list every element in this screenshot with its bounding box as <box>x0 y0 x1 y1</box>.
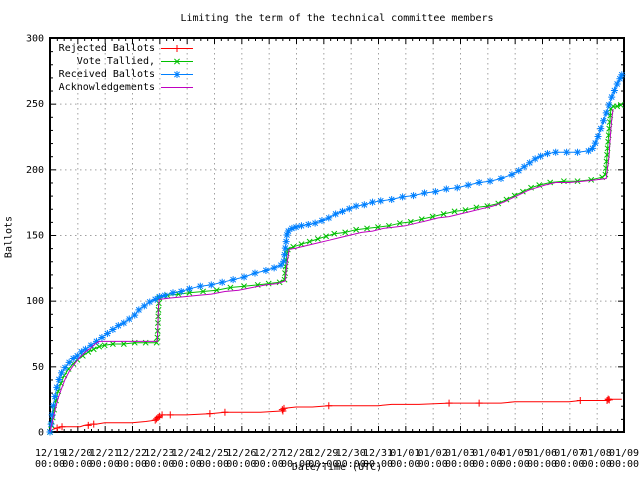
x-tick-date-label: 12/26 <box>226 448 256 459</box>
x-tick-date-label: 12/23 <box>144 448 174 459</box>
legend-item-received-ballots: Received Ballots <box>52 68 194 81</box>
series-markers-vote-tallied <box>47 102 624 435</box>
series-markers-received-ballots <box>46 71 626 436</box>
x-tick-date-label: 01/07 <box>554 448 584 459</box>
x-tick-time-label: 00:00 <box>281 459 311 470</box>
y-tick-label: 50 <box>32 362 44 373</box>
x-tick-time-label: 00:00 <box>308 459 338 470</box>
x-tick-time-label: 00:00 <box>62 459 92 470</box>
legend-item-vote-tallied: Vote Tallied, <box>52 55 194 68</box>
legend-star-marker-icon <box>161 71 193 78</box>
series-line-acknowledgements <box>49 108 614 433</box>
x-tick-date-label: 01/01 <box>390 448 420 459</box>
legend-label: Vote Tallied, <box>76 56 155 67</box>
x-tick-time-label: 00:00 <box>144 459 174 470</box>
x-axis-label: Date/Time (UTC) <box>291 462 383 473</box>
y-tick-label: 250 <box>26 99 44 110</box>
x-tick-time-label: 00:00 <box>500 459 530 470</box>
legend: Rejected Ballots Vote Tallied, Received Ba… <box>52 42 194 94</box>
y-tick-label: 150 <box>26 231 44 242</box>
legend-label: Acknowledgements <box>58 82 155 93</box>
x-tick-date-label: 12/28 <box>281 448 311 459</box>
x-tick-time-label: 00:00 <box>199 459 229 470</box>
x-tick-date-label: 12/24 <box>172 448 202 459</box>
x-tick-time-label: 00:00 <box>363 459 393 470</box>
x-tick-date-label: 12/21 <box>90 448 120 459</box>
x-tick-date-label: 12/20 <box>62 448 92 459</box>
x-tick-date-label: 12/29 <box>308 448 338 459</box>
series-line-received-ballots <box>49 74 623 433</box>
y-axis-label: Ballots <box>3 215 15 259</box>
x-tick-time-label: 00:00 <box>418 459 448 470</box>
x-tick-date-label: 12/25 <box>199 448 229 459</box>
x-tick-time-label: 00:00 <box>336 459 366 470</box>
y-tick-label: 100 <box>26 296 44 307</box>
x-tick-time-label: 00:00 <box>35 459 65 470</box>
x-tick-time-label: 00:00 <box>390 459 420 470</box>
x-tick-time-label: 00:00 <box>582 459 612 470</box>
x-tick-time-label: 00:00 <box>554 459 584 470</box>
legend-label: Rejected Ballots <box>58 43 155 54</box>
y-tick-label: 0 <box>38 428 44 439</box>
y-tick-label: 200 <box>26 165 44 176</box>
x-tick-date-label: 12/22 <box>117 448 147 459</box>
x-tick-time-label: 00:00 <box>226 459 256 470</box>
x-tick-date-label: 01/06 <box>527 448 557 459</box>
legend-none-marker-icon <box>161 87 193 88</box>
x-tick-time-label: 00:00 <box>472 459 502 470</box>
series-line-rejected-ballots <box>49 398 622 433</box>
x-tick-time-label: 00:00 <box>527 459 557 470</box>
x-tick-date-label: 01/04 <box>472 448 502 459</box>
legend-plus-marker-icon <box>161 45 193 52</box>
x-tick-time-label: 00:00 <box>609 459 639 470</box>
legend-item-acknowledgements: Acknowledgements <box>52 81 194 94</box>
x-tick-date-label: 12/27 <box>254 448 284 459</box>
x-tick-date-label: 01/05 <box>500 448 530 459</box>
legend-item-rejected-ballots: Rejected Ballots <box>52 42 194 55</box>
chart-title: Limiting the term of the technical commi… <box>180 13 494 24</box>
x-tick-time-label: 00:00 <box>117 459 147 470</box>
series-line-vote-tallied <box>49 104 621 433</box>
x-tick-time-label: 00:00 <box>172 459 202 470</box>
x-tick-time-label: 00:00 <box>254 459 284 470</box>
x-tick-date-label: 12/30 <box>336 448 366 459</box>
x-tick-date-label: 01/02 <box>418 448 448 459</box>
x-tick-date-label: 01/09 <box>609 448 639 459</box>
series-markers-rejected-ballots <box>53 395 613 432</box>
legend-label: Received Ballots <box>58 69 155 80</box>
x-tick-date-label: 12/19 <box>35 448 65 459</box>
x-tick-time-label: 00:00 <box>445 459 475 470</box>
y-tick-label: 300 <box>26 34 44 45</box>
legend-cross-marker-icon <box>161 58 193 65</box>
x-tick-date-label: 01/08 <box>582 448 612 459</box>
x-tick-time-label: 00:00 <box>90 459 120 470</box>
x-tick-date-label: 01/03 <box>445 448 475 459</box>
x-tick-date-label: 12/31 <box>363 448 393 459</box>
